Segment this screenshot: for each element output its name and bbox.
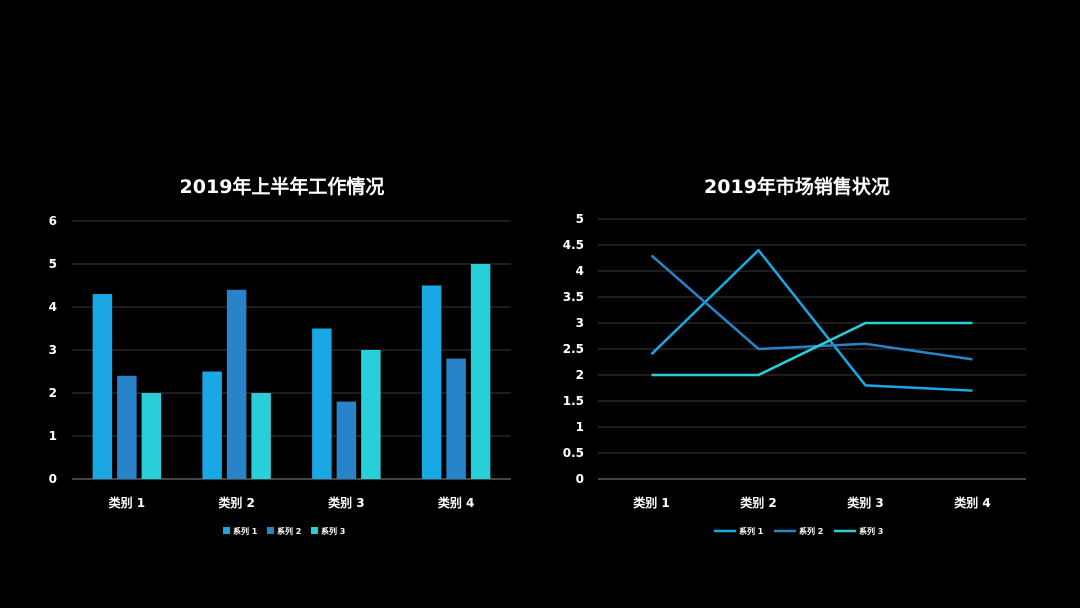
series-line (650, 254, 973, 361)
bar (251, 393, 271, 479)
y-tick-label: 0 (49, 472, 57, 486)
x-tick-label: 类别 3 (847, 495, 884, 510)
bar (361, 350, 381, 479)
y-tick-label: 3 (576, 316, 584, 330)
bar (470, 264, 491, 479)
line-chart-title: 2019年市场销售状况 (704, 176, 890, 198)
y-tick-label: 4.5 (563, 238, 584, 252)
y-tick-label: 0.5 (563, 446, 584, 460)
y-tick-label: 5 (576, 212, 584, 226)
legend-label: 系列 3 (321, 526, 345, 536)
x-tick-label: 类别 3 (328, 495, 365, 510)
series-line (651, 321, 973, 377)
y-tick-label: 1.5 (563, 394, 584, 408)
x-tick-label: 类别 4 (954, 495, 991, 510)
bar (141, 393, 162, 479)
bar (117, 375, 137, 479)
y-tick-label: 1 (576, 420, 584, 434)
y-tick-label: 6 (49, 214, 57, 228)
legend-swatch (267, 527, 274, 534)
y-tick-label: 2.5 (563, 342, 584, 356)
y-tick-label: 3.5 (563, 290, 584, 304)
bar (202, 371, 222, 479)
y-tick-label: 2 (49, 386, 57, 400)
legend-label: 系列 2 (277, 526, 301, 536)
y-tick-label: 4 (576, 264, 584, 278)
y-tick-label: 0 (576, 472, 584, 486)
legend-swatch (223, 527, 230, 534)
bar-chart-title: 2019年上半年工作情况 (179, 176, 385, 198)
bar (92, 294, 113, 479)
y-tick-label: 1 (49, 429, 57, 443)
y-tick-label: 4 (49, 300, 57, 314)
legend-label: 系列 1 (739, 526, 764, 536)
legend-label: 系列 3 (859, 526, 883, 536)
legend-swatch (311, 527, 318, 534)
legend-label: 系列 1 (233, 526, 258, 536)
legend-label: 系列 2 (799, 526, 823, 536)
y-tick-label: 3 (49, 343, 57, 357)
bar (421, 285, 442, 479)
x-tick-label: 类别 1 (109, 495, 146, 510)
x-tick-label: 类别 2 (740, 495, 777, 510)
x-tick-label: 类别 2 (218, 495, 255, 510)
bar (226, 289, 247, 479)
x-tick-label: 类别 1 (633, 495, 670, 510)
bar (336, 401, 357, 479)
x-tick-label: 类别 4 (438, 495, 475, 510)
y-tick-label: 5 (49, 257, 57, 271)
bar (312, 328, 332, 479)
bar (446, 358, 466, 479)
y-tick-label: 2 (576, 368, 584, 382)
